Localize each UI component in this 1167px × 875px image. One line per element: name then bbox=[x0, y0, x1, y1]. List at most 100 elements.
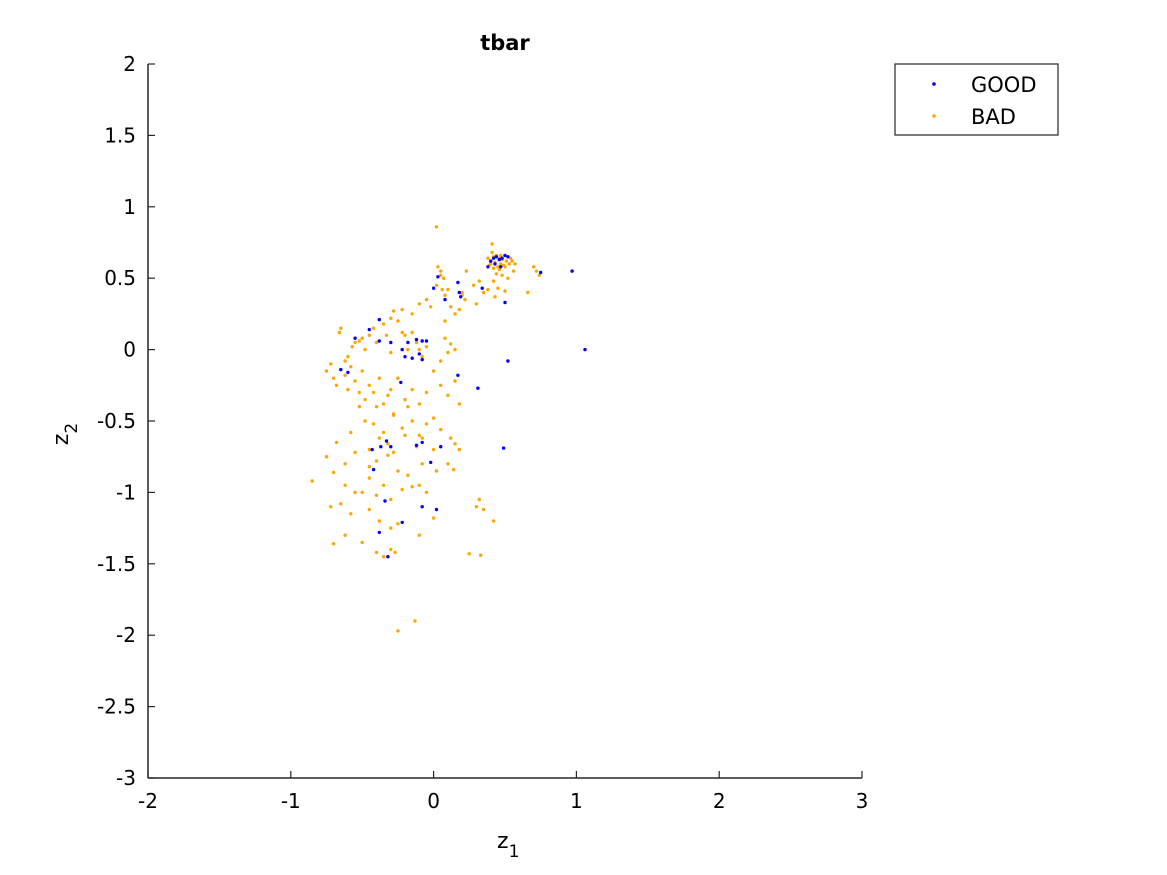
point-bad bbox=[410, 485, 414, 489]
point-bad bbox=[481, 290, 486, 295]
point-bad bbox=[453, 347, 457, 352]
point-bad bbox=[363, 347, 367, 352]
point-bad bbox=[343, 462, 347, 466]
x-tick-label: 3 bbox=[856, 789, 869, 813]
point-good bbox=[400, 347, 404, 352]
point-good bbox=[503, 253, 507, 258]
y-tick-label: -0.5 bbox=[97, 409, 136, 433]
point-bad bbox=[500, 273, 504, 277]
point-good bbox=[503, 300, 507, 305]
point-bad bbox=[436, 265, 440, 269]
point-bad bbox=[331, 470, 336, 475]
point-bad bbox=[400, 307, 404, 312]
point-good bbox=[497, 257, 501, 262]
point-bad bbox=[343, 483, 347, 487]
point-bad bbox=[396, 376, 400, 380]
point-bad bbox=[357, 405, 361, 409]
point-bad bbox=[367, 447, 371, 452]
point-bad bbox=[396, 469, 400, 473]
point-bad bbox=[381, 322, 386, 326]
point-bad bbox=[410, 419, 414, 423]
point-good bbox=[429, 460, 433, 465]
point-bad bbox=[371, 390, 376, 395]
y-tick-label: -1.5 bbox=[97, 552, 136, 576]
point-bad bbox=[424, 390, 429, 395]
point-bad bbox=[420, 462, 424, 466]
point-bad bbox=[406, 347, 410, 352]
point-good bbox=[420, 357, 424, 362]
point-bad bbox=[451, 467, 456, 472]
point-bad bbox=[431, 369, 436, 373]
y-axis-label: z2 bbox=[49, 423, 82, 445]
point-bad bbox=[389, 497, 393, 502]
point-bad bbox=[389, 387, 393, 392]
y-tick-label: 0 bbox=[123, 338, 136, 362]
legend: GOOD BAD bbox=[894, 63, 1059, 136]
point-bad bbox=[443, 336, 447, 340]
point-bad bbox=[374, 493, 379, 497]
point-good bbox=[410, 356, 414, 360]
point-bad bbox=[440, 287, 444, 292]
point-bad bbox=[406, 473, 410, 477]
point-good bbox=[439, 445, 443, 449]
point-bad bbox=[374, 550, 379, 555]
point-bad bbox=[474, 505, 479, 509]
point-bad bbox=[477, 497, 481, 502]
point-bad bbox=[481, 507, 486, 512]
point-bad bbox=[377, 519, 381, 523]
point-good bbox=[379, 445, 383, 449]
point-bad bbox=[410, 330, 414, 335]
point-bad bbox=[389, 547, 393, 552]
point-good bbox=[367, 327, 371, 332]
point-bad bbox=[439, 273, 443, 277]
point-bad bbox=[377, 436, 381, 440]
point-bad bbox=[417, 533, 421, 537]
point-bad bbox=[471, 283, 476, 287]
point-bad bbox=[486, 256, 490, 260]
x-axis-label-sub: 1 bbox=[509, 842, 520, 862]
y-tick-label: -2 bbox=[116, 623, 136, 647]
point-bad bbox=[489, 262, 493, 266]
point-bad bbox=[504, 259, 509, 263]
point-bad bbox=[400, 487, 404, 492]
point-bad bbox=[509, 256, 513, 260]
y-axis-label-sub: 2 bbox=[62, 423, 82, 434]
legend-marker-good bbox=[932, 82, 936, 86]
point-bad bbox=[510, 259, 514, 263]
point-bad bbox=[446, 287, 450, 292]
point-bad bbox=[464, 269, 469, 273]
point-bad bbox=[350, 345, 354, 349]
point-bad bbox=[424, 490, 429, 495]
point-bad bbox=[449, 436, 453, 440]
point-good bbox=[493, 262, 497, 266]
point-good bbox=[489, 259, 493, 263]
point-bad bbox=[431, 447, 436, 452]
point-good bbox=[420, 440, 424, 445]
x-tick-label: 2 bbox=[713, 789, 726, 813]
point-good bbox=[377, 339, 381, 343]
points-layer bbox=[310, 225, 587, 633]
point-bad bbox=[424, 345, 429, 349]
point-bad bbox=[434, 469, 439, 473]
point-good bbox=[456, 373, 460, 377]
point-bad bbox=[339, 326, 343, 330]
point-bad bbox=[453, 442, 457, 446]
x-tick-label: -2 bbox=[138, 789, 158, 813]
point-bad bbox=[531, 265, 536, 269]
point-bad bbox=[353, 490, 357, 495]
x-tick-label: -1 bbox=[281, 789, 301, 813]
point-bad bbox=[374, 405, 379, 409]
y-ticks: -3 -2.5 -2 -1.5 -1 -0.5 0 0.5 1 1.5 2 bbox=[97, 52, 155, 790]
point-bad bbox=[357, 390, 361, 395]
point-good bbox=[583, 347, 587, 352]
point-bad bbox=[537, 273, 541, 277]
y-tick-label: -1 bbox=[116, 480, 136, 504]
point-bad bbox=[503, 289, 507, 293]
point-bad bbox=[503, 265, 507, 269]
point-bad bbox=[396, 522, 400, 526]
point-good bbox=[420, 505, 424, 509]
point-bad bbox=[457, 402, 461, 406]
point-bad bbox=[349, 365, 353, 369]
point-bad bbox=[417, 347, 421, 352]
